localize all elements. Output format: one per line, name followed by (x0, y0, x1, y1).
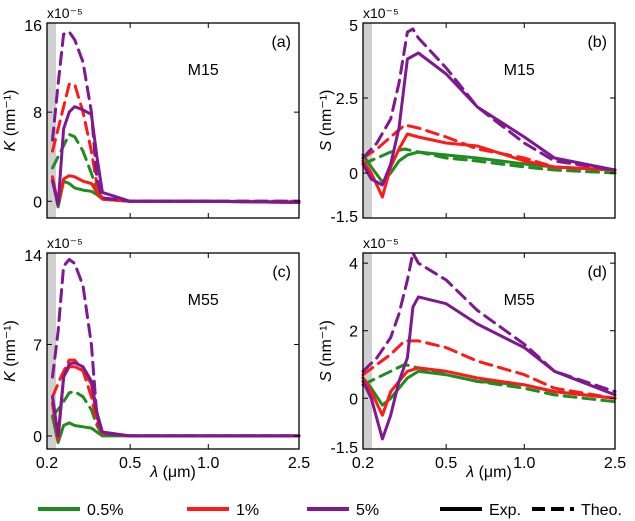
series-0-5pct-exp (51, 414, 301, 444)
y-axis-label: S (nm⁻¹) (318, 320, 335, 382)
x-axis-label: λ (μm) (465, 464, 512, 481)
series-1pct-theo (361, 123, 617, 172)
legend-label: 5% (356, 502, 379, 519)
series-5pct-theo (361, 251, 617, 394)
legend: 0.5% 1% 5% Exp. Theo. (38, 502, 622, 519)
panel-letter: (b) (587, 34, 607, 51)
series-1pct-exp (361, 366, 617, 417)
legend-label: Theo. (581, 502, 622, 519)
series-0-5pct-exp (361, 150, 617, 184)
panel-b: -1.5 0 2.5 5 x10⁻⁵ (b) M15 S (nm⁻¹) (318, 5, 617, 226)
sample-label: M55 (504, 292, 535, 309)
sample-label: M15 (188, 62, 219, 79)
x-tick-label: 0.5 (119, 455, 141, 472)
panel-letter: (a) (271, 34, 291, 51)
series-5pct-theo (51, 30, 301, 203)
panel-letter: (c) (272, 264, 291, 281)
y-multiplier: x10⁻⁵ (363, 235, 399, 251)
y-tick-label: 14 (24, 248, 42, 265)
x-tick-label: 0.2 (36, 455, 58, 472)
axes-frame (362, 252, 616, 450)
axes-frame (46, 22, 300, 219)
series-0-5pct-theo (51, 132, 301, 203)
x-tick-label: 1.0 (513, 455, 535, 472)
y-tick-label: 0 (349, 166, 358, 183)
uv-shade (363, 23, 372, 218)
y-tick-label: 0 (349, 391, 358, 408)
series-5pct-exp (361, 51, 617, 187)
y-tick-label: 5 (349, 18, 358, 35)
y-tick-label: 7 (33, 337, 42, 354)
y-tick-label: 0 (33, 194, 42, 211)
y-multiplier: x10⁻⁵ (363, 5, 399, 21)
y-tick-label: 8 (33, 105, 42, 122)
y-axis-label: S (nm⁻¹) (318, 90, 335, 152)
x-tick-label: 2.5 (288, 455, 310, 472)
series-5pct-exp (361, 295, 617, 441)
series-5pct-theo (361, 27, 617, 172)
y-tick-label: -1.5 (330, 440, 358, 457)
panel-a: 0 8 16 x10⁻⁵ (a) M15 K (nm⁻¹) (2, 5, 301, 219)
panel-c: 0 7 14 0.2 0.5 1.0 2.5 x10⁻⁵ (c) M55 K (nm⁻¹) (2, 235, 310, 472)
x-axis-label: λ (μm) (149, 464, 196, 481)
uv-shade (363, 253, 372, 449)
y-multiplier: x10⁻⁵ (47, 235, 83, 251)
series-0-5pct-theo (361, 363, 617, 404)
axes-frame (362, 22, 616, 219)
y-axis-label: K (nm⁻¹) (2, 320, 19, 382)
panel-d: -1.5 0 2 4 0.2 0.5 1.0 2.5 x10⁻⁵ (d) M55 S (nm⁻¹) (318, 235, 626, 472)
y-axis-label: K (nm⁻¹) (2, 90, 19, 152)
legend-label: 0.5% (87, 502, 123, 519)
axes-frame (46, 252, 300, 450)
series-5pct-theo (51, 258, 301, 438)
series-1pct-theo (361, 339, 617, 400)
legend-label: Exp. (489, 502, 521, 519)
legend-label: 1% (236, 502, 259, 519)
y-tick-label: -1.5 (330, 209, 358, 226)
series-5pct-exp (51, 361, 301, 438)
series-1pct-theo (51, 358, 301, 438)
x-tick-label: 0.5 (435, 455, 457, 472)
x-tick-label: 0.2 (352, 455, 374, 472)
panel-letter: (d) (587, 264, 607, 281)
x-tick-label: 2.5 (604, 455, 626, 472)
y-tick-label: 2 (349, 324, 358, 341)
y-tick-label: 0 (33, 429, 42, 446)
sample-label: M15 (504, 62, 535, 79)
y-tick-label: 2.5 (336, 91, 358, 108)
x-tick-label: 1.0 (197, 455, 219, 472)
y-tick-label: 4 (349, 256, 358, 273)
sample-label: M55 (188, 292, 219, 309)
y-tick-label: 16 (24, 18, 42, 35)
y-multiplier: x10⁻⁵ (47, 5, 83, 21)
uv-shade (47, 253, 56, 449)
series-1pct-exp (361, 132, 617, 199)
uv-shade (47, 23, 56, 218)
series-0-5pct-theo (361, 147, 617, 175)
